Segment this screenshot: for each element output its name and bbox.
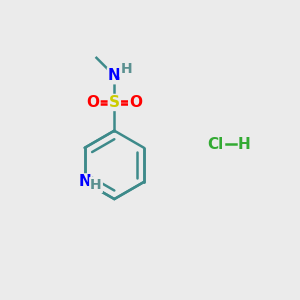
Text: S: S	[109, 95, 120, 110]
Text: N: N	[108, 68, 121, 83]
Text: O: O	[129, 95, 142, 110]
Text: H: H	[90, 178, 102, 192]
Text: H: H	[120, 62, 132, 76]
Text: O: O	[86, 95, 99, 110]
Text: Cl: Cl	[207, 136, 224, 152]
Text: H: H	[237, 136, 250, 152]
Text: N: N	[78, 175, 91, 190]
